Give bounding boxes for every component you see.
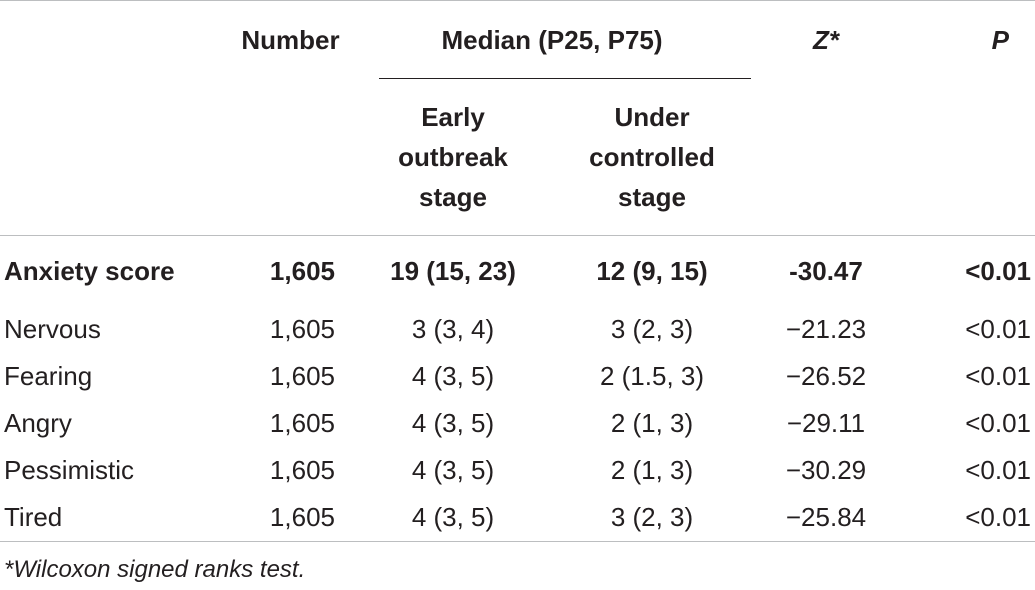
header-blank-4 (751, 79, 901, 236)
row-early: 4 (3, 5) (411, 455, 495, 485)
row-under: 2 (1, 3) (610, 408, 694, 438)
header-blank-3 (228, 79, 353, 236)
row-z: −30.29 (785, 455, 867, 485)
header-under-line3: stage (618, 182, 686, 212)
row-number: 1,605 (269, 314, 335, 344)
header-number: Number (241, 25, 340, 55)
row-p: <0.01 (965, 255, 1031, 286)
row-number: 1,605 (269, 408, 335, 438)
row-early: 19 (15, 23) (390, 255, 516, 286)
row-p: <0.01 (965, 408, 1031, 438)
row-under: 3 (2, 3) (553, 494, 751, 542)
row-p: <0.01 (901, 494, 1035, 542)
row-early: 4 (3, 5) (353, 494, 553, 542)
table-row: Anxiety score 1,605 19 (15, 23) 12 (9, 1… (0, 236, 1035, 307)
header-p: P (991, 25, 1009, 55)
header-early-stage: Early outbreak stage (353, 79, 553, 236)
row-z: −21.23 (785, 314, 867, 344)
row-under: 2 (1, 3) (610, 455, 694, 485)
row-p: <0.01 (965, 455, 1031, 485)
row-z: −26.52 (785, 361, 867, 391)
table-body: Anxiety score 1,605 19 (15, 23) 12 (9, 1… (0, 236, 1035, 542)
table-row: Pessimistic 1,605 4 (3, 5) 2 (1, 3) −30.… (0, 447, 1035, 494)
table-row: Fearing 1,605 4 (3, 5) 2 (1.5, 3) −26.52… (0, 353, 1035, 400)
row-label: Nervous (4, 314, 101, 344)
header-blank-5 (901, 79, 1035, 236)
header-early-line2: outbreak (398, 142, 508, 172)
table-header: Number Median (P25, P75) Z* P Early outb… (0, 0, 1035, 236)
table-row: Nervous 1,605 3 (3, 4) 3 (2, 3) −21.23 <… (0, 306, 1035, 353)
header-under-stage: Under controlled stage (553, 79, 751, 236)
header-under-line2: controlled (589, 142, 715, 172)
results-table: Number Median (P25, P75) Z* P Early outb… (0, 0, 1035, 542)
row-p: <0.01 (965, 361, 1031, 391)
row-label: Fearing (4, 361, 93, 391)
row-label: Angry (4, 408, 72, 438)
row-number: 1,605 (269, 361, 335, 391)
header-median: Median (P25, P75) (353, 1, 751, 79)
row-z: −29.11 (786, 408, 866, 438)
row-z: −25.84 (751, 494, 901, 542)
row-early: 4 (3, 5) (411, 361, 495, 391)
row-label: Tired (0, 494, 228, 542)
header-early-line1: Early (421, 102, 485, 132)
table-row: Angry 1,605 4 (3, 5) 2 (1, 3) −29.11 <0.… (0, 400, 1035, 447)
row-z: -30.47 (789, 255, 863, 286)
header-early-line3: stage (419, 182, 487, 212)
row-number: 1,605 (228, 494, 353, 542)
row-number: 1,605 (269, 455, 335, 485)
table-row: Tired 1,605 4 (3, 5) 3 (2, 3) −25.84 <0.… (0, 494, 1035, 542)
header-z: Z* (813, 25, 839, 55)
table-footnote: *Wilcoxon signed ranks test. (4, 556, 306, 583)
row-p: <0.01 (965, 314, 1031, 344)
row-number: 1,605 (269, 255, 335, 286)
row-under: 3 (2, 3) (610, 314, 694, 344)
row-early: 3 (3, 4) (411, 314, 495, 344)
row-label: Pessimistic (4, 455, 135, 485)
header-blank (0, 1, 228, 80)
row-label: Anxiety score (4, 255, 175, 286)
header-median-label: Median (P25, P75) (441, 25, 663, 55)
row-under: 12 (9, 15) (596, 255, 708, 286)
median-underline (379, 78, 751, 79)
row-under: 2 (1.5, 3) (599, 361, 705, 391)
row-early: 4 (3, 5) (411, 408, 495, 438)
header-blank-2 (0, 79, 228, 236)
header-under-line1: Under (614, 102, 690, 132)
